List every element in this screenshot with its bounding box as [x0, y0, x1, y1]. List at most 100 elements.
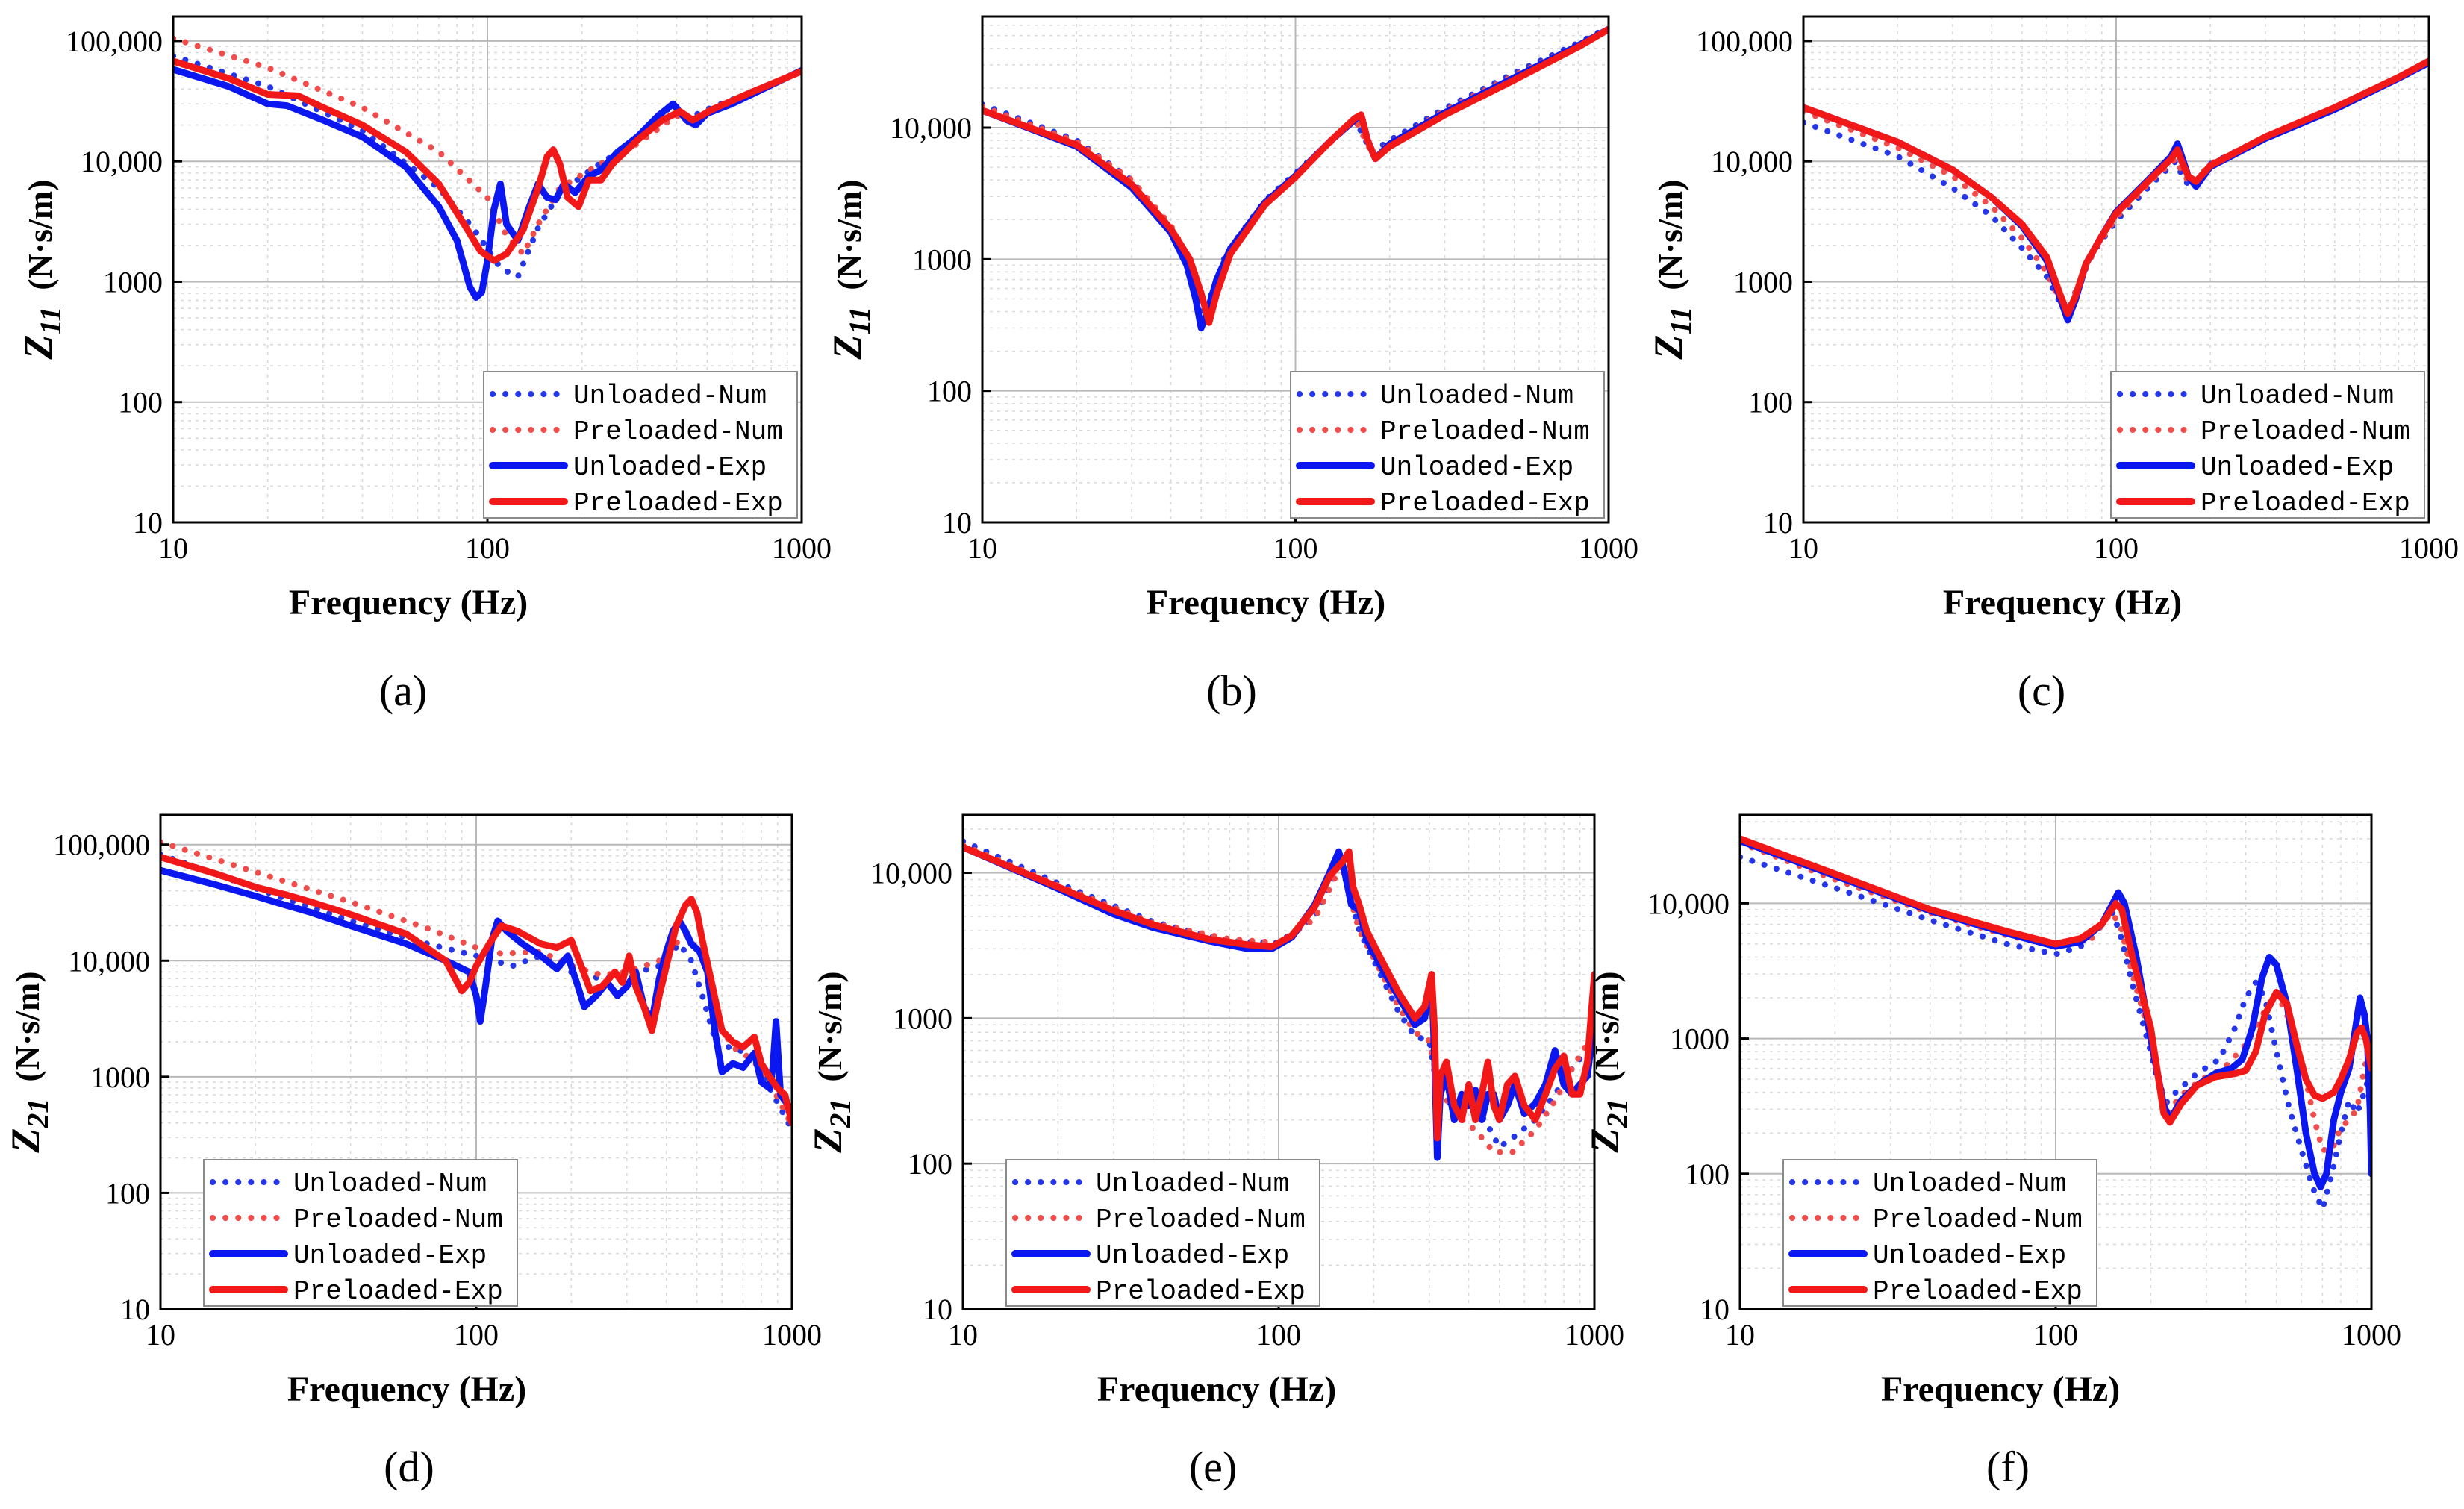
y-axis-label: Z11 (N·s/m): [1646, 180, 1697, 360]
y-label-symbol: Z: [16, 335, 60, 360]
panel-label: (e): [1189, 1443, 1237, 1491]
x-tick-label: 10: [1725, 1318, 1755, 1352]
legend-label: Preloaded-Num: [293, 1205, 503, 1235]
y-tick-label: 100: [105, 1176, 150, 1210]
x-tick-label: 100: [465, 531, 510, 565]
legend-label: Preloaded-Num: [1380, 416, 1590, 447]
x-tick-label: 100: [454, 1318, 499, 1352]
y-tick-label: 10,000: [870, 857, 952, 890]
y-label-subscript: 11: [34, 307, 67, 335]
legend-label: Unloaded-Num: [1096, 1169, 1289, 1199]
legend-label: Preloaded-Num: [1873, 1205, 2083, 1235]
y-label-symbol: Z: [825, 335, 870, 360]
legend-box: [483, 371, 798, 519]
x-tick-label: 100: [2094, 531, 2139, 565]
panel-label: (f): [1986, 1443, 2030, 1491]
x-tick-label: 100: [1256, 1318, 1301, 1352]
series-group: [173, 35, 802, 301]
chart-panel: 10 100 1000 10 100 1000 10,000 Frequency (Hz) Z1…: [825, 15, 1638, 715]
y-axis-label: Z21 (N·s/m): [805, 971, 857, 1153]
series-group: [1740, 835, 2371, 1212]
x-tick-label: 1000: [762, 1318, 822, 1352]
legend-box: [2110, 371, 2425, 519]
y-label-subscript: 11: [1664, 307, 1697, 335]
x-tick-label: 10: [1788, 531, 1818, 565]
y-tick-label: 10: [1763, 506, 1793, 540]
series-line-preloaded-exp: [963, 843, 1594, 1142]
legend-label: Preloaded-Num: [573, 416, 783, 447]
y-axis-label: Z11 (N·s/m): [16, 180, 67, 360]
x-axis-label: Frequency (Hz): [1943, 583, 2182, 622]
y-label-unit: (N·s/m): [811, 971, 849, 1081]
y-label-subscript: 21: [21, 1099, 54, 1129]
y-tick-label: 100,000: [53, 828, 150, 862]
y-tick-label: 10: [942, 506, 972, 540]
series-line-unloaded-exp: [160, 866, 792, 1116]
legend-label: Unloaded-Exp: [293, 1240, 487, 1271]
y-tick-label: 100: [1748, 386, 1793, 419]
x-tick-label: 100: [1273, 531, 1318, 565]
chart-panel: 10 100 1000 10 100 1000 10,000 100,000 Frequency…: [3, 813, 822, 1491]
y-label-unit: (N·s/m): [21, 180, 59, 290]
legend-box: [1782, 1159, 2097, 1307]
y-tick-label: 1000: [1670, 1022, 1730, 1056]
x-tick-label: 10: [146, 1318, 175, 1352]
x-tick-label: 1000: [772, 531, 832, 565]
y-tick-label: 1000: [103, 265, 163, 299]
x-axis-label: Frequency (Hz): [1881, 1369, 2120, 1409]
series-group: [982, 24, 1609, 331]
y-tick-label: 100,000: [66, 25, 163, 58]
y-label-subscript: 21: [823, 1099, 857, 1129]
y-label-unit: (N·s/m): [1588, 971, 1626, 1081]
x-tick-label: 1000: [1579, 531, 1638, 565]
x-tick-label: 1000: [1565, 1318, 1624, 1352]
legend-label: Unloaded-Num: [293, 1169, 487, 1199]
legend-label: Preloaded-Num: [1096, 1205, 1306, 1235]
y-label-symbol: Z: [1646, 335, 1691, 360]
legend-label: Unloaded-Num: [573, 381, 767, 411]
y-label-unit: (N·s/m): [1651, 180, 1689, 290]
legend-label: Preloaded-Exp: [573, 488, 783, 519]
x-tick-label: 10: [967, 531, 997, 565]
legend-box: [1290, 371, 1605, 519]
y-tick-label: 10,000: [890, 111, 972, 145]
y-tick-label: 100: [1685, 1157, 1730, 1191]
chart-panel: 10 100 1000 10 100 1000 10,000 100,000 Frequency…: [16, 15, 832, 715]
y-tick-label: 10,000: [81, 145, 163, 178]
x-axis-label: Frequency (Hz): [289, 583, 528, 622]
legend-label: Unloaded-Exp: [1096, 1240, 1289, 1271]
legend: Unloaded-Num Preloaded-Num Unloaded-Exp Pre…: [1290, 371, 1605, 519]
y-tick-label: 1000: [912, 243, 972, 276]
legend: Unloaded-Num Preloaded-Num Unloaded-Exp Pre…: [2110, 371, 2425, 519]
x-tick-label: 1000: [2399, 531, 2459, 565]
y-tick-label: 1000: [90, 1060, 150, 1094]
series-line-preloaded-num: [963, 842, 1594, 1155]
y-label-subscript: 11: [843, 307, 876, 335]
legend-label: Preloaded-Exp: [293, 1276, 503, 1307]
series-line-preloaded-exp: [982, 25, 1609, 326]
series-line-unloaded-num: [160, 852, 792, 1133]
legend-label: Preloaded-Exp: [1873, 1276, 2083, 1307]
legend-label: Unloaded-Num: [1380, 381, 1573, 411]
y-label-symbol: Z: [1582, 1128, 1627, 1154]
y-tick-label: 10: [133, 506, 163, 540]
x-tick-label: 1000: [2342, 1318, 2401, 1352]
y-tick-label: 10: [1700, 1293, 1730, 1326]
y-axis-label: Z21 (N·s/m): [1582, 971, 1634, 1153]
y-tick-label: 1000: [893, 1002, 952, 1035]
y-tick-label: 100: [118, 386, 163, 419]
legend-label: Preloaded-Exp: [1380, 488, 1590, 519]
series-line-preloaded-exp: [160, 854, 792, 1127]
legend-label: Preloaded-Num: [2201, 416, 2410, 447]
legend: Unloaded-Num Preloaded-Num Unloaded-Exp Pre…: [483, 371, 798, 519]
series-line-preloaded-exp: [1803, 57, 2429, 318]
series-line-preloaded-exp: [1740, 835, 2371, 1126]
y-tick-label: 10: [120, 1293, 150, 1326]
y-tick-label: 100: [908, 1147, 952, 1181]
x-tick-label: 10: [158, 531, 188, 565]
legend-label: Unloaded-Num: [1873, 1169, 2066, 1199]
y-axis-label: Z21 (N·s/m): [3, 971, 54, 1153]
y-label-subscript: 21: [1600, 1099, 1634, 1129]
